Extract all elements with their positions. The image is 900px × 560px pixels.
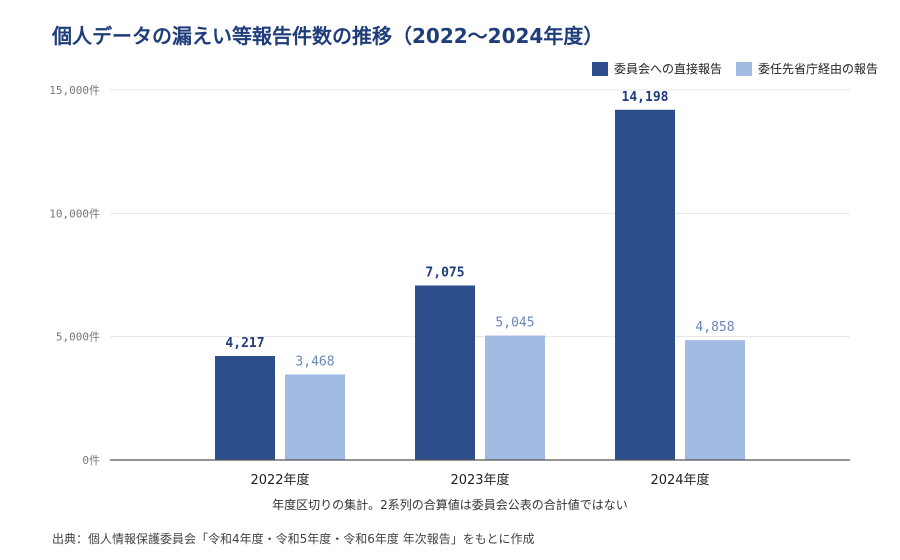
data-label: 4,217 <box>225 336 264 351</box>
x-tick-label: 2022年度 <box>250 472 309 488</box>
source-citation: 出典：個人情報保護委員会「令和4年度・令和5年度・令和6年度 年次報告」をもとに… <box>52 532 535 546</box>
bar-direct <box>415 285 475 460</box>
legend-label-direct: 委員会への直接報告 <box>613 62 722 76</box>
legend-swatch-delegated <box>735 61 752 76</box>
data-label: 5,045 <box>495 316 534 331</box>
y-tick-label: 15,000件 <box>49 84 100 97</box>
data-label: 3,468 <box>295 354 334 369</box>
data-label: 14,198 <box>622 90 669 105</box>
legend-item-direct: 委員会への直接報告 <box>591 60 722 77</box>
chart-note: 年度区切りの集計。2系列の合算値は委員会公表の合計値ではない <box>272 498 628 512</box>
x-tick-label: 2023年度 <box>450 472 509 488</box>
data-label: 7,075 <box>425 265 464 280</box>
data-label: 4,858 <box>695 320 734 335</box>
bar-delegated <box>685 340 745 460</box>
chart-title: 個人データの漏えい等報告件数の推移（2022〜2024年度） <box>52 24 604 48</box>
legend-label-delegated: 委任先省庁経由の報告 <box>757 62 878 76</box>
chart-legend: 委員会への直接報告 委任先省庁経由の報告 <box>578 60 878 77</box>
bar-direct <box>215 355 275 460</box>
y-tick-label: 5,000件 <box>56 331 100 344</box>
bar-delegated <box>485 335 545 460</box>
bar-delegated <box>285 374 345 460</box>
legend-item-delegated: 委任先省庁経由の報告 <box>735 60 878 77</box>
y-tick-label: 0件 <box>82 454 100 467</box>
y-tick-label: 10,000件 <box>49 207 100 220</box>
legend-swatch-direct <box>591 61 608 76</box>
x-tick-label: 2024年度 <box>650 472 709 488</box>
bar-direct <box>615 109 675 461</box>
